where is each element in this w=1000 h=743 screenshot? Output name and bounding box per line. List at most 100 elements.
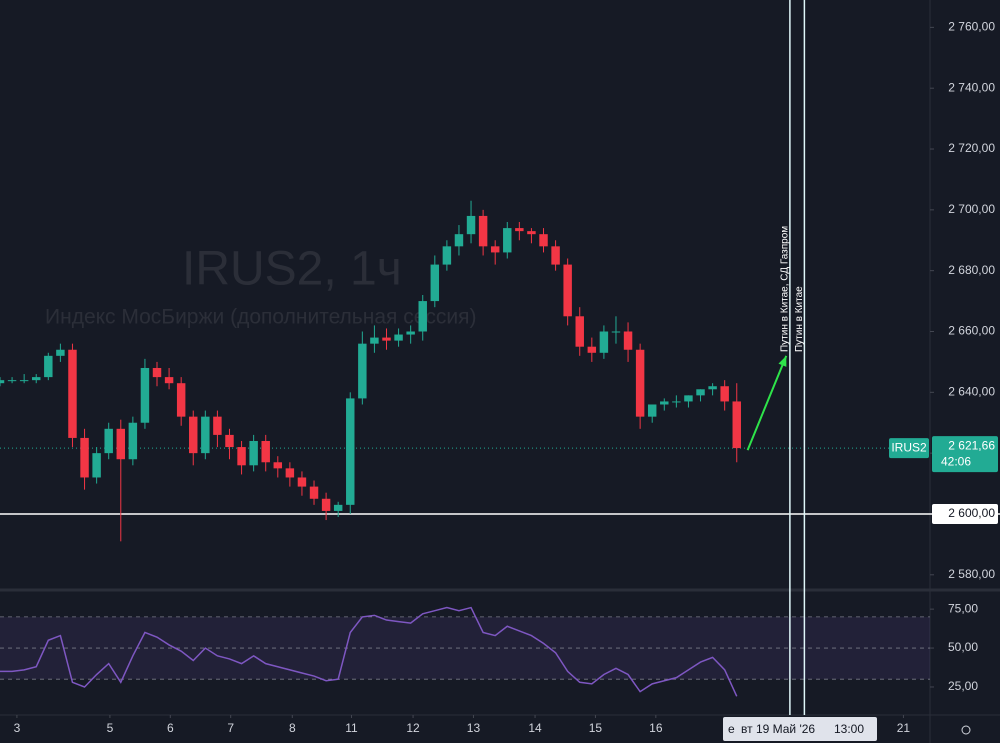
candle-body <box>563 264 572 317</box>
crosshair-time: 13:00 <box>834 722 864 736</box>
annotation-text: Путин в Китае, СД Газпром <box>780 226 791 352</box>
candle-body <box>672 401 681 403</box>
candle-body <box>732 401 741 449</box>
candle-body <box>490 246 500 253</box>
rsi-line <box>0 606 738 697</box>
x-tick-label: 3 <box>14 721 21 735</box>
candle-body <box>647 404 657 417</box>
price-label: 2 621,66 <box>948 438 995 452</box>
candle-body <box>140 367 150 423</box>
candle-body <box>370 337 379 344</box>
candle-body <box>7 380 17 382</box>
x-tick-label: 16 <box>649 721 663 735</box>
candle-body <box>189 416 198 454</box>
y-tick-label: 2 660,00 <box>948 324 995 338</box>
candle-body <box>515 228 524 232</box>
candle-body <box>660 401 669 405</box>
candle-body <box>92 453 101 478</box>
x-tick-label: 13 <box>467 721 481 735</box>
candle-body <box>285 468 295 478</box>
candle-body <box>152 367 162 378</box>
x-tick-label: 6 <box>167 721 174 735</box>
rsi-tick-label: 25,00 <box>948 679 978 693</box>
candle-body <box>430 264 440 302</box>
settings-icon[interactable] <box>961 725 971 735</box>
candle-body <box>454 234 464 247</box>
candle-body <box>213 416 222 435</box>
price-label-box <box>932 436 998 473</box>
x-tick-label: 14 <box>528 721 542 735</box>
x-tick-label: 7 <box>227 721 234 735</box>
candle-body <box>599 331 609 353</box>
y-tick-label: 2 680,00 <box>948 263 995 277</box>
candle-body <box>478 215 488 247</box>
candle-body <box>297 477 307 487</box>
candle-body <box>261 440 270 463</box>
candle-body <box>635 349 645 417</box>
symbol-label: IRUS2 <box>891 440 927 454</box>
candle-body <box>0 380 5 384</box>
candle-body <box>237 447 246 466</box>
candle-body <box>164 377 174 384</box>
candle-body <box>201 416 210 454</box>
candle-body <box>382 337 391 341</box>
crosshair-label-box <box>723 717 877 741</box>
watermark: IRUS2, 1ч <box>182 243 402 296</box>
y-tick-label: 2 740,00 <box>948 80 995 94</box>
candle-body <box>551 246 560 265</box>
x-tick-label: 11 <box>345 721 358 735</box>
candle-body <box>418 301 427 332</box>
x-tick-label: 5 <box>107 721 114 735</box>
hline-label-box <box>932 503 998 524</box>
candle-body <box>720 386 729 402</box>
candle-body <box>309 486 319 499</box>
y-tick-label: 2 700,00 <box>948 202 995 216</box>
candle-body <box>466 215 476 235</box>
arrow-head <box>778 355 787 367</box>
candle-body <box>575 316 584 347</box>
y-tick-label: 2 580,00 <box>948 567 995 581</box>
rsi-tick-label: 75,00 <box>948 601 978 615</box>
y-tick-label: 2 720,00 <box>948 141 995 155</box>
candle-body <box>19 380 29 382</box>
x-tick-label: 15 <box>589 721 603 735</box>
y-tick-label: 2 760,00 <box>948 20 995 34</box>
candle-body <box>249 440 258 466</box>
candle-body <box>80 437 89 478</box>
hline-label: 2 600,00 <box>948 506 995 520</box>
candle-body <box>68 349 77 438</box>
candle-body <box>321 498 331 511</box>
x-tick-label: 8 <box>289 721 296 735</box>
rsi-tick-label: 50,00 <box>948 640 978 654</box>
x-tick-label: 12 <box>406 721 420 735</box>
y-tick-label: 2 640,00 <box>948 384 995 398</box>
candle-body <box>104 428 113 454</box>
candle-body <box>44 355 53 378</box>
candle-body <box>539 234 548 247</box>
candle-body <box>406 331 415 335</box>
candle-body <box>587 346 597 353</box>
candle-body <box>333 504 343 511</box>
candle-body <box>623 331 633 350</box>
candle-body <box>503 228 512 253</box>
candle-body <box>128 422 138 460</box>
candle-body <box>442 246 452 265</box>
candle-body <box>32 377 41 381</box>
crosshair-date: вт 19 Май '26 <box>741 722 815 736</box>
candle-body <box>176 383 186 417</box>
candle-body <box>394 334 403 341</box>
candle-body <box>708 386 717 390</box>
symbol-label-box <box>889 438 929 459</box>
candle-body <box>358 343 367 399</box>
arrow <box>746 355 788 451</box>
countdown-label: 42:06 <box>941 454 971 468</box>
watermark-subtitle: Индекс МосБиржи (дополнительная сессия) <box>45 306 477 329</box>
candle-body <box>684 395 693 402</box>
candle-body <box>225 434 234 448</box>
candle-body <box>696 389 705 396</box>
x-tick-label: 21 <box>897 721 911 735</box>
candle-body <box>527 231 536 235</box>
